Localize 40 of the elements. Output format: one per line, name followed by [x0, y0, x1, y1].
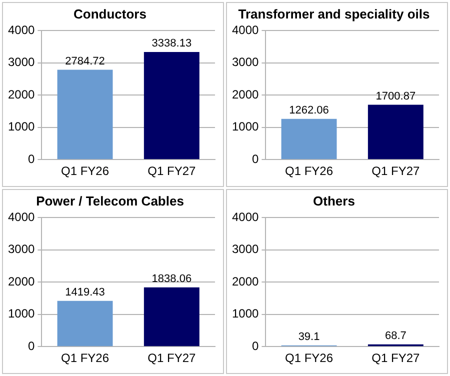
chart-title: Others [313, 193, 355, 208]
y-tick-label: 0 [252, 152, 260, 166]
y-tick-label: 1000 [232, 120, 260, 134]
y-tick-label: 3000 [232, 242, 260, 256]
y-tick-label: 4000 [232, 22, 260, 37]
x-tick-label: Q1 FY26 [61, 351, 110, 366]
y-tick-label: 4000 [8, 210, 36, 224]
y-tick-label: 4000 [232, 210, 260, 224]
y-tick-label: 2000 [8, 274, 36, 288]
y-tick-label: 0 [28, 152, 36, 166]
y-tick-label: 1000 [232, 306, 260, 321]
data-label: 68.7 [384, 330, 406, 342]
y-tick-label: 1000 [8, 120, 36, 134]
x-tick-label: Q1 FY27 [148, 351, 196, 366]
y-tick-label: 4000 [8, 22, 36, 37]
y-tick-label: 3000 [8, 55, 36, 70]
y-tick-label: 0 [28, 338, 36, 353]
x-tick-label: Q1 FY27 [372, 164, 420, 178]
chart-title: Power / Telecom Cables [36, 193, 184, 208]
x-tick-label: Q1 FY26 [285, 164, 334, 178]
y-tick-label: 0 [252, 338, 260, 353]
data-label: 1419.43 [65, 286, 105, 298]
y-tick-label: 2000 [232, 274, 260, 288]
chart-title: Transformer and speciality oils [238, 6, 430, 22]
data-label: 39.1 [298, 330, 320, 343]
y-tick-label: 3000 [232, 55, 260, 70]
x-tick-label: Q1 FY27 [372, 351, 420, 366]
data-label: 1838.06 [152, 272, 192, 285]
y-tick-label: 3000 [8, 242, 36, 256]
chart-title: Conductors [74, 6, 146, 22]
x-tick-label: Q1 FY27 [148, 164, 196, 178]
data-label: 1700.87 [376, 90, 416, 102]
x-tick-label: Q1 FY26 [285, 351, 334, 366]
data-label: 2784.72 [65, 55, 105, 68]
y-tick-label: 2000 [232, 87, 260, 102]
data-label: 1262.06 [289, 104, 329, 116]
y-tick-label: 2000 [8, 87, 36, 102]
data-label: 3338.13 [152, 37, 192, 50]
x-tick-label: Q1 FY26 [61, 164, 110, 178]
y-tick-label: 1000 [8, 306, 36, 321]
